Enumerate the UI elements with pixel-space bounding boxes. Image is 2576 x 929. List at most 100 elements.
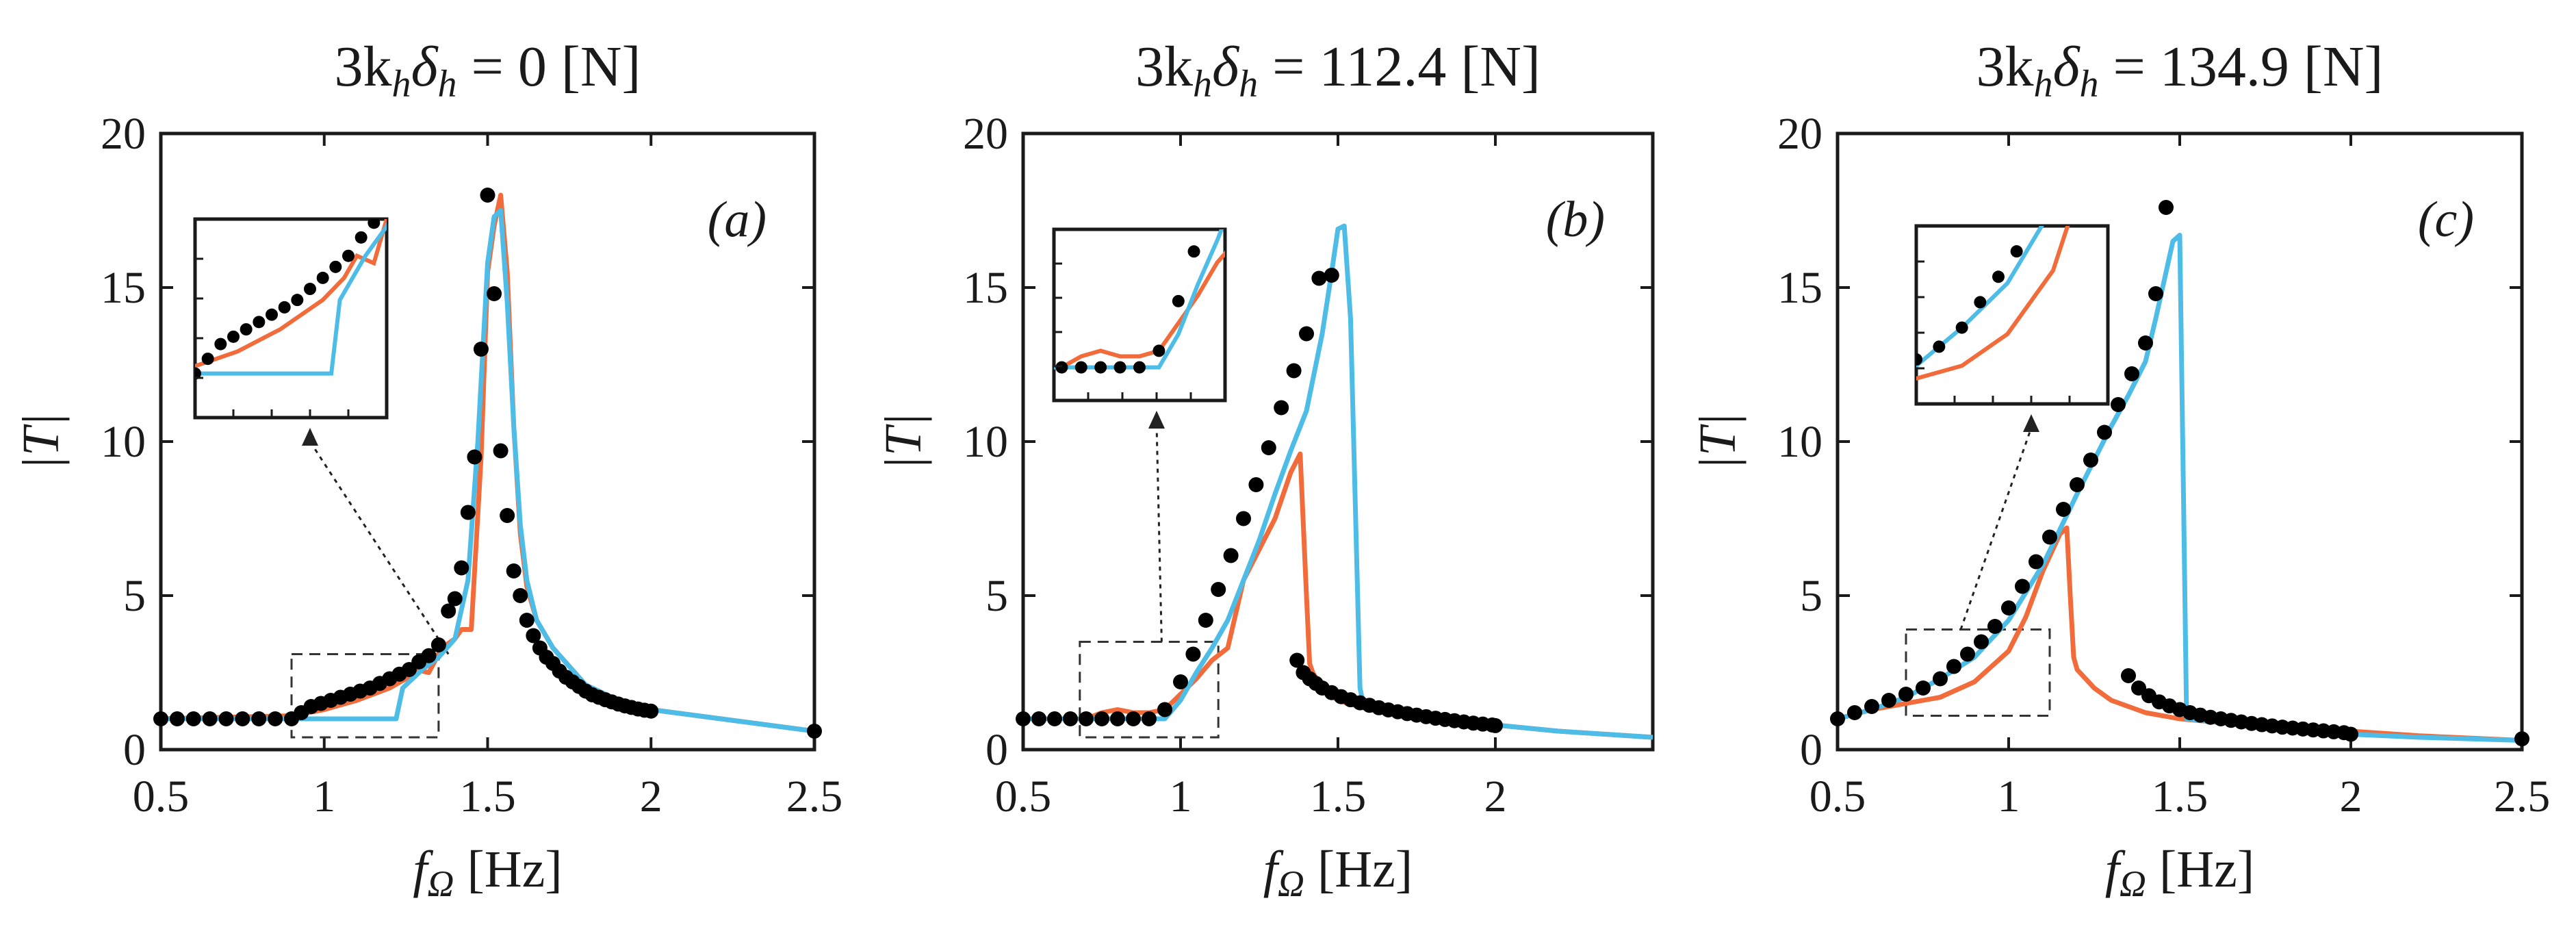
xlabel-sub: Ω [2120,863,2146,904]
inset-data-point [227,330,240,343]
title-sub2: h [2080,63,2099,105]
inset-data-point [1055,361,1068,374]
zoom-box [290,653,440,739]
x-tick-label: 1 [1170,772,1192,822]
data-point [2124,366,2139,381]
data-point [460,505,476,520]
data-point [1223,548,1239,563]
data-point [2042,529,2057,545]
inset-data-point [2010,245,2023,258]
title-value: = 134.9 [N] [2099,35,2384,99]
inset-data-point [1152,344,1165,357]
x-tick-label: 1.5 [459,772,516,822]
inset-frame [1914,224,2110,406]
data-point [421,648,437,663]
data-point [2131,680,2146,696]
data-point [1830,711,1845,726]
inset-data-point [329,260,342,273]
inset-data-point [1074,361,1087,374]
x-tick-label: 1 [1998,772,2020,822]
data-point [1488,717,1503,733]
x-tick-label: 1.5 [1310,772,1367,822]
data-point [235,711,250,726]
inset-data-point [214,338,227,351]
data-point [2097,424,2112,440]
y-tick-label: 10 [1777,417,1822,467]
data-point [513,588,528,603]
inset-plot [195,219,387,418]
data-point [487,286,502,301]
data-point [1960,646,1975,662]
xlabel-sub: Ω [1278,863,1304,904]
xlabel-unit: [Hz] [1304,841,1413,898]
arrow-head [302,428,318,446]
inset-data-point [278,301,291,314]
data-point [1974,634,1989,650]
xlabel-unit: [Hz] [454,841,562,898]
data-point [1063,711,1078,726]
xlabel-unit: [Hz] [2146,841,2254,898]
data-point [807,724,822,739]
data-point [1286,363,1302,379]
inset-data-point [195,367,201,380]
x-tick-label: 0.5 [995,772,1052,822]
data-point [441,603,456,619]
data-point [1946,659,1961,674]
data-point [1142,711,1157,726]
y-tick-label: 0 [986,725,1008,775]
data-point [2111,397,2126,412]
data-point [1157,702,1172,717]
x-axis-label: fΩ [Hz] [2105,841,2254,904]
data-point [1933,671,1948,687]
inset-data-point [291,294,304,307]
title-prefix: 3k [1976,35,2033,99]
inset-data-point [266,308,278,321]
inset-data-point [1992,270,2005,283]
data-point [1047,711,1062,726]
y-tick-label: 0 [1800,725,1822,775]
inset-content [1054,229,1225,374]
data-point [1261,440,1276,455]
panel-label: (c) [2418,192,2474,248]
inset-data-point [1133,361,1146,374]
y-tick-label: 15 [963,263,1008,313]
inset-orange-line [1916,226,2070,381]
panel-title: 3khδh = 134.9 [N] [1976,35,2383,105]
title-sub1: h [391,63,411,105]
data-point [1198,613,1213,628]
inset-data-point [240,323,253,336]
x-tick-label: 2 [2340,772,2362,822]
data-point [430,637,446,652]
x-tick-label: 0.5 [1809,772,1866,822]
x-tick-label: 1 [313,772,335,822]
inset-plot [1916,226,2071,404]
data-point [2121,668,2136,683]
title-value: = 112.4 [N] [1258,35,1541,99]
arrow-head [1148,411,1165,429]
data-point [1185,646,1201,662]
title-sub2: h [1239,63,1258,105]
data-point [2159,200,2174,215]
inset-data-point [1113,361,1126,374]
inset-data-point [1916,353,1922,366]
inset-orange-line [1054,250,1225,370]
zoom-arrow [309,441,450,655]
data-point [480,188,495,203]
data-point [1016,711,1031,726]
data-point [519,613,534,628]
y-tick-label: 5 [986,571,1008,621]
data-point [1211,582,1226,597]
title-delta: δ [411,35,439,99]
inset-content [195,219,387,380]
data-point [2001,600,2016,615]
panel-label: (a) [708,192,767,248]
data-point [1881,693,1896,708]
data-point [1248,477,1264,492]
data-point [1236,511,1251,526]
y-tick-label: 15 [101,263,146,313]
data-point [526,628,541,644]
y-tick-label: 15 [1777,263,1822,313]
data-point [1916,680,1931,696]
